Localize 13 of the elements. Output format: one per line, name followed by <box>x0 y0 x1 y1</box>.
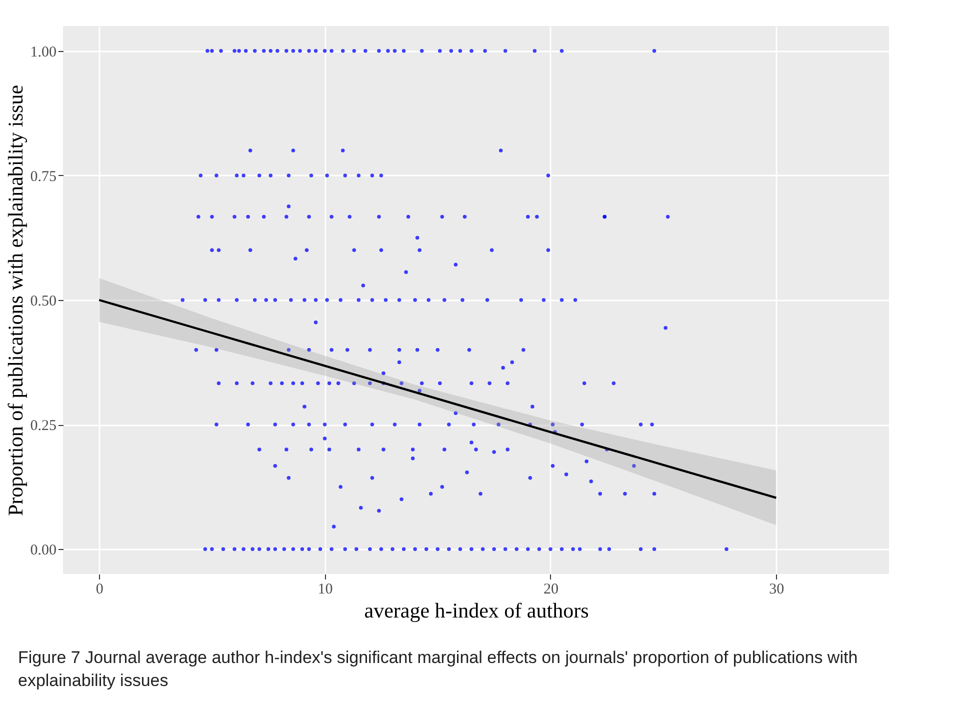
y-tick-label: 1.00 <box>30 44 56 60</box>
x-tick-label: 10 <box>318 582 333 598</box>
x-tick-label: 0 <box>96 582 104 598</box>
y-tick-label: 0.00 <box>30 542 56 559</box>
x-axis-title: average h-index of authors <box>364 598 589 622</box>
y-tick-label: 0.75 <box>30 168 56 185</box>
y-tick-label: 0.50 <box>30 294 56 310</box>
caption: Figure 7 Journal average author h-index's significant marginal effects on journals' proportion of publications with explainability issues <box>18 647 859 692</box>
line-series <box>98 298 778 499</box>
x-tick-label: 20 <box>543 582 558 598</box>
y-tick-label: 0.25 <box>30 418 56 434</box>
x-tick-label: 30 <box>769 582 784 598</box>
y-axis-title: Proportion of publications with explainability issue <box>3 84 28 516</box>
